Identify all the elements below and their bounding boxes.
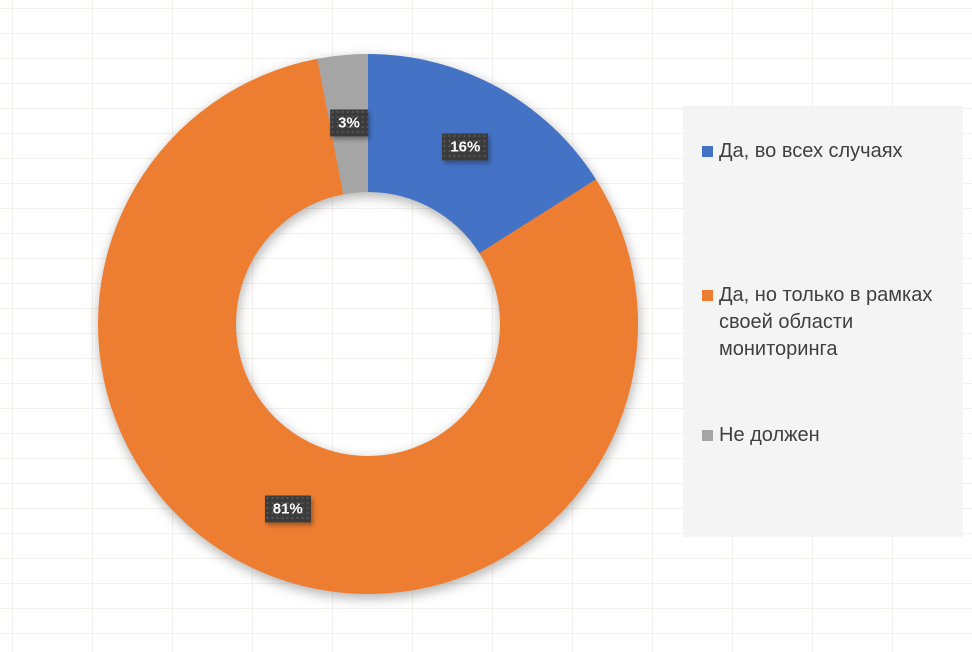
donut-slice-2 xyxy=(97,58,639,595)
legend-item-1: Да, во всех случаях xyxy=(702,138,944,165)
legend: Да, во всех случаях Да, но только в рамка… xyxy=(683,106,963,537)
legend-label: Да, во всех случаях xyxy=(719,140,903,162)
legend-item-2: Да, но только в рамках своей области мон… xyxy=(702,282,944,363)
legend-swatch-icon xyxy=(702,290,713,301)
legend-swatch-icon xyxy=(702,146,713,157)
legend-label: Не должен xyxy=(719,424,820,446)
legend-item-3: Не должен xyxy=(702,422,944,449)
legend-swatch-icon xyxy=(702,430,713,441)
legend-label: Да, но только в рамках своей области мон… xyxy=(719,284,933,360)
